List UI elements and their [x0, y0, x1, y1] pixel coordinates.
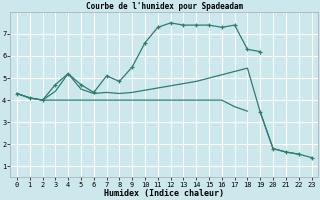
X-axis label: Humidex (Indice chaleur): Humidex (Indice chaleur)	[104, 189, 224, 198]
Title: Courbe de l'humidex pour Spadeadam: Courbe de l'humidex pour Spadeadam	[85, 2, 243, 11]
